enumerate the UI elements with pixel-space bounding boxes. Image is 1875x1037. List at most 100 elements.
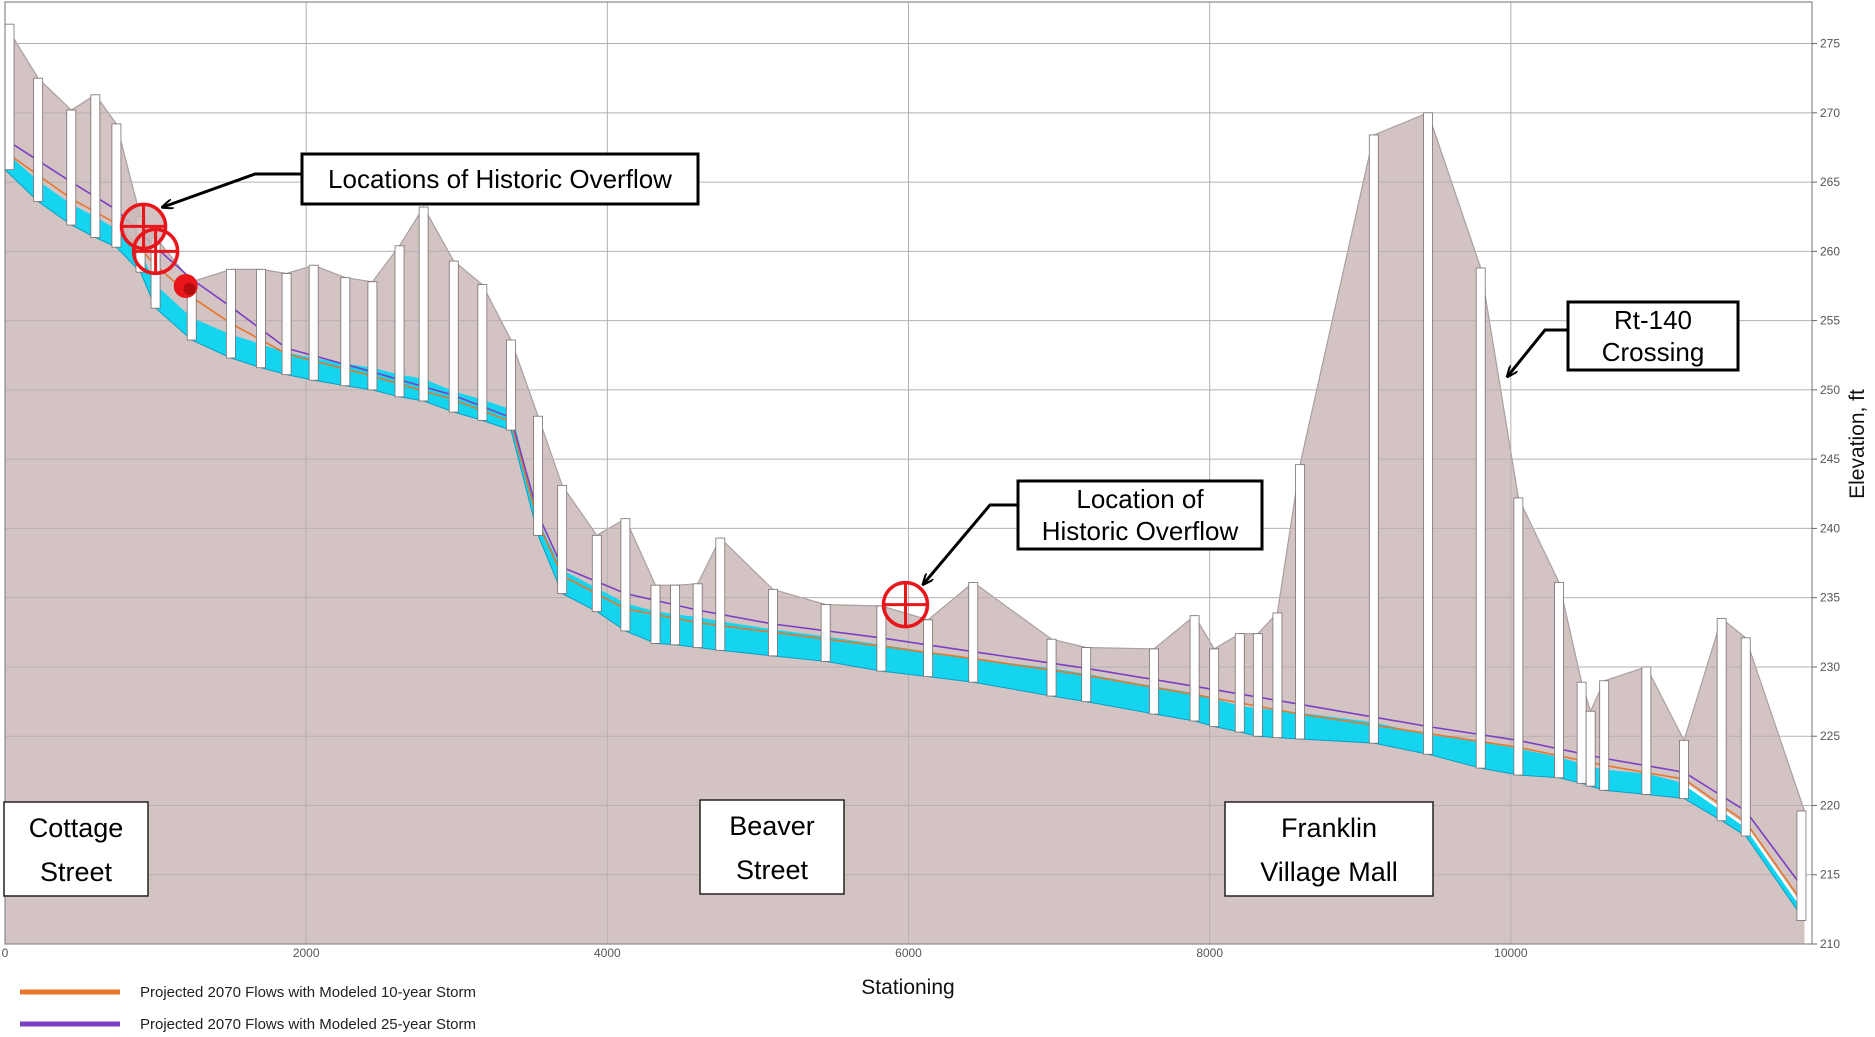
street-label-text: Village Mall <box>1260 857 1398 887</box>
manhole-bar <box>33 77 44 202</box>
y-tick-label: 225 <box>1820 729 1840 743</box>
manhole-bar <box>923 619 933 678</box>
y-tick-label: 240 <box>1820 521 1840 535</box>
street-label-box <box>699 799 845 895</box>
manhole-bar <box>1081 647 1092 702</box>
manhole-bar <box>1796 810 1807 921</box>
x-tick-label: 10000 <box>1494 946 1528 960</box>
manhole-bar <box>820 604 831 662</box>
y-tick-label: 265 <box>1820 175 1840 189</box>
manhole-bar <box>1716 618 1727 822</box>
manhole-bar <box>533 415 543 536</box>
manhole-bar <box>1149 648 1159 715</box>
manhole-bar <box>506 339 516 431</box>
callout-text-line: Rt-140 <box>1614 305 1692 335</box>
manhole-bar <box>1209 648 1220 727</box>
pipe-layer <box>4 151 1805 921</box>
manhole-bar <box>1423 112 1433 755</box>
y-tick-label: 235 <box>1820 591 1840 605</box>
street-label-text: Franklin <box>1281 813 1377 843</box>
pipe-flow-band <box>5 151 1805 921</box>
pipe-crown-line <box>1683 782 1806 912</box>
manhole-bar <box>715 537 726 651</box>
manhole-bar <box>281 273 292 376</box>
flow-line-series-1 <box>4 150 1806 906</box>
manhole-bar <box>591 534 602 612</box>
flow-line-series-2 <box>4 138 1806 891</box>
overflow-markers <box>119 202 930 629</box>
callout-leader-arrow <box>163 172 302 207</box>
manhole-bar <box>418 206 429 402</box>
x-axis-title: Stationing <box>861 976 954 999</box>
callout-text-line: Location of <box>1076 484 1204 514</box>
callout-leader-arrow <box>924 503 1018 584</box>
y-tick-label: 255 <box>1820 314 1840 328</box>
y-tick-label: 270 <box>1820 106 1840 120</box>
manhole-bar <box>394 245 405 398</box>
manhole-bar <box>367 281 378 391</box>
manhole-bar <box>1252 633 1263 737</box>
manhole-bar <box>477 284 488 421</box>
manhole-bar <box>1513 497 1524 776</box>
legend: Projected 2070 Flows with Modeled 10-yea… <box>20 984 476 1033</box>
manhole-bar <box>66 109 77 226</box>
plot-border <box>4 1 1813 945</box>
x-tick-label: 4000 <box>594 946 621 960</box>
manhole-bar <box>308 264 319 381</box>
manhole-bar <box>1234 633 1245 733</box>
y-tick-label: 275 <box>1820 37 1840 51</box>
manhole-bar <box>111 123 122 248</box>
y-tick-label: 220 <box>1820 798 1840 812</box>
y-tick-label: 260 <box>1820 244 1840 258</box>
gridlines <box>4 2 1812 945</box>
manhole-bar <box>1740 637 1751 837</box>
manhole-bar <box>90 94 101 238</box>
manhole-bar <box>448 260 459 413</box>
x-tick-label: 8000 <box>1196 946 1223 960</box>
manhole-bar <box>557 485 568 594</box>
manhole-bar <box>256 268 266 369</box>
street-label-text: Street <box>40 857 113 887</box>
callout-box <box>1566 300 1740 372</box>
manhole-bar <box>1295 464 1305 740</box>
manhole-bar <box>4 23 15 171</box>
y-tick-label: 230 <box>1820 660 1840 674</box>
manhole-bar <box>1585 710 1596 787</box>
ground-fill <box>5 24 1805 944</box>
axes-layer: 0 2000 4000 6000 8000 10000 210 215 220 225 230 235… <box>2 37 1869 999</box>
manhole-bar <box>1475 267 1486 769</box>
manhole-bar <box>1554 582 1564 779</box>
manhole-bar <box>768 588 778 657</box>
manhole-bar <box>225 268 236 359</box>
y-tick-label: 215 <box>1820 868 1840 882</box>
pipe-invert-line <box>4 169 1805 921</box>
callout-text-line: Historic Overflow <box>1042 516 1239 546</box>
callout-box <box>300 152 700 206</box>
overflow-marker-dot-shadow <box>183 282 196 295</box>
manhole-bar <box>876 605 887 672</box>
callout-leader-arrow <box>1508 328 1568 376</box>
callouts-layer: Locations of Historic Overflow Location o… <box>163 152 1740 584</box>
manhole-bar <box>968 582 979 683</box>
manhole-layer <box>4 23 1807 921</box>
manhole-bar <box>1272 612 1283 738</box>
y-tick-label: 250 <box>1820 383 1840 397</box>
manhole-bar <box>1641 666 1652 795</box>
manhole-bar <box>1599 680 1610 791</box>
manhole-bar <box>620 518 631 632</box>
flow-lines <box>4 138 1806 912</box>
legend-entry: Projected 2070 Flows with Modeled 25-yea… <box>140 1016 476 1033</box>
x-tick-label: 2000 <box>293 946 320 960</box>
y-axis-title: Elevation, ft <box>1846 389 1869 499</box>
street-label-box <box>1224 801 1434 897</box>
manhole-bar <box>1189 615 1200 722</box>
street-label-text: Cottage <box>29 813 124 843</box>
x-tick-label: 6000 <box>895 946 922 960</box>
street-labels-layer: Cottage Street Beaver Street Franklin Village… <box>3 799 1434 897</box>
callout-box <box>1016 479 1264 551</box>
manhole-bar <box>340 277 351 387</box>
ground-surface-line <box>4 23 1806 812</box>
street-label-text: Street <box>736 855 809 885</box>
plot-frame <box>4 1 1813 945</box>
manhole-bar <box>650 584 661 644</box>
